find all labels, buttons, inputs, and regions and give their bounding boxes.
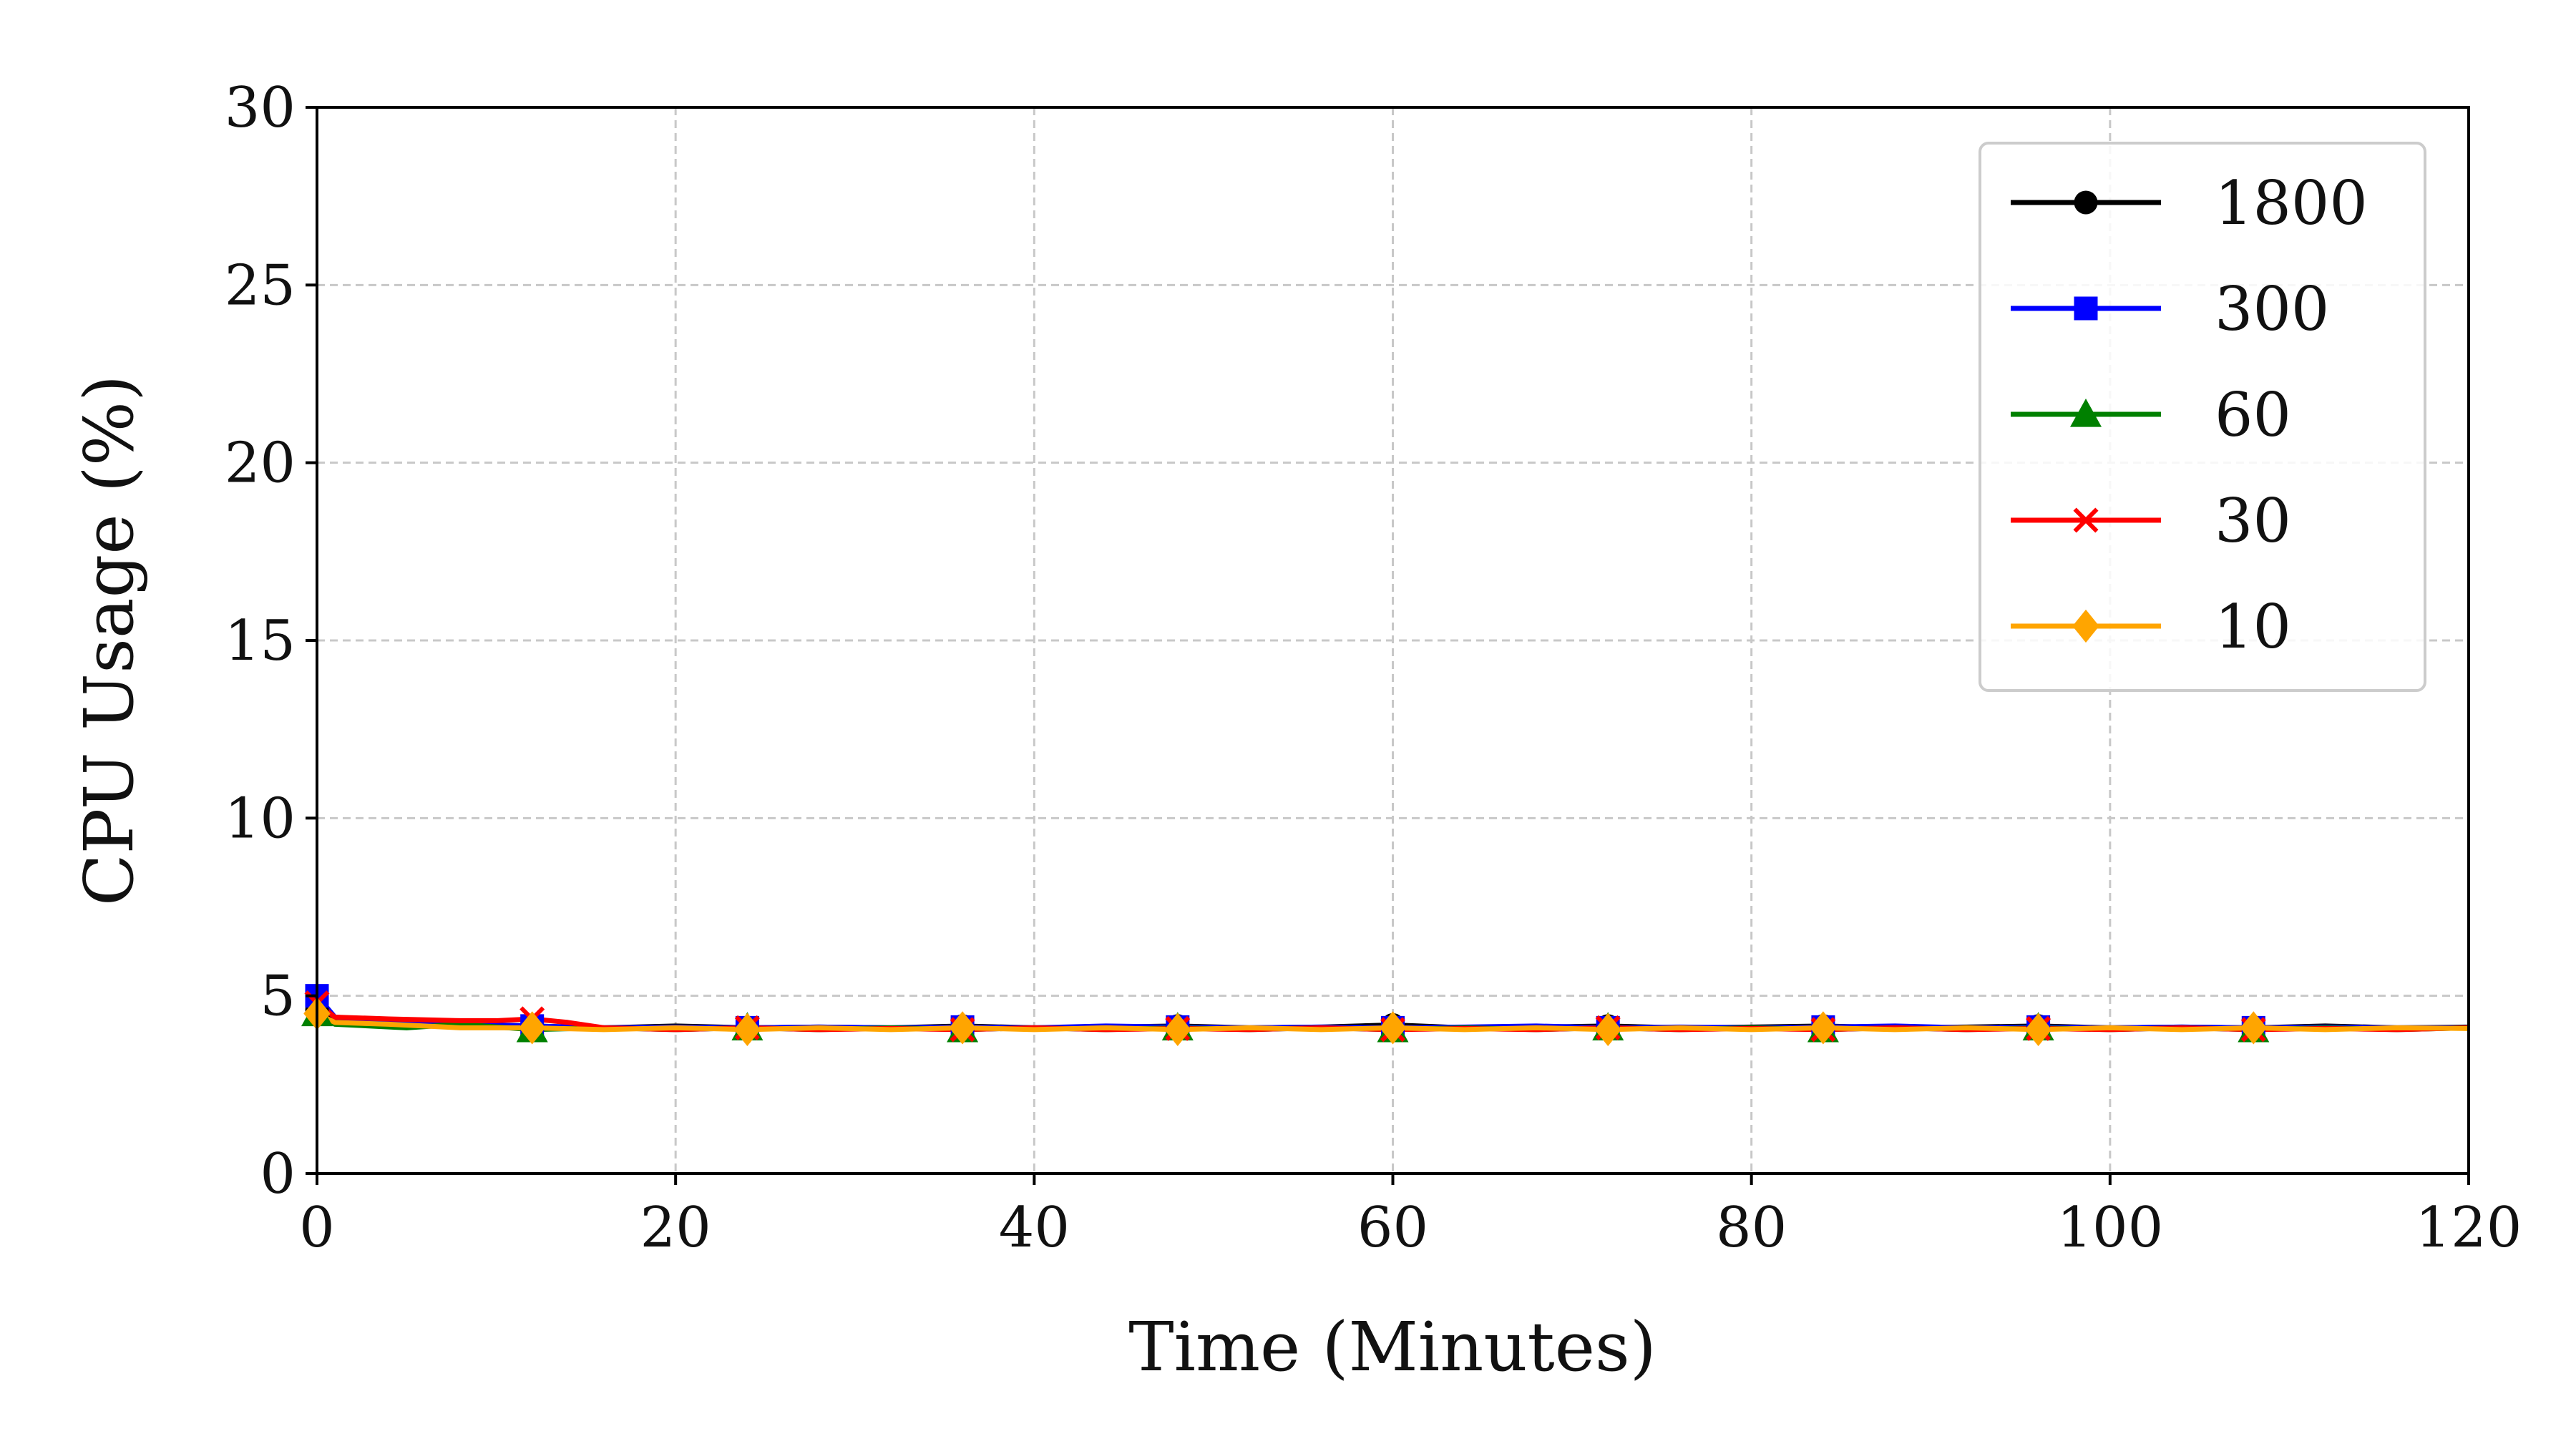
series-marker-10 (1594, 1013, 1621, 1046)
x-tick-label: 120 (2416, 1196, 2522, 1260)
y-tick-label: 30 (225, 76, 296, 140)
legend: 1800 300 60 30 10 (1979, 142, 2426, 692)
series-marker-10 (1379, 1011, 1407, 1045)
legend-marker-300 (2074, 296, 2098, 321)
x-tick-label: 40 (999, 1196, 1070, 1260)
series-marker-10 (1164, 1013, 1191, 1046)
series-marker-10 (733, 1013, 761, 1046)
x-axis-title: Time (Minutes) (1128, 1308, 1657, 1387)
y-tick-label: 25 (225, 253, 296, 318)
legend-box (1979, 142, 2426, 692)
series-marker-10 (2024, 1013, 2052, 1046)
y-axis-title: CPU Usage (%) (70, 375, 149, 906)
series-marker-10 (1810, 1011, 1837, 1045)
legend-marker-10 (2072, 609, 2099, 643)
legend-label-300: 300 (2215, 274, 2329, 344)
y-tick-label: 20 (225, 431, 296, 496)
y-tick-label: 0 (260, 1142, 296, 1206)
y-tick-label: 15 (225, 609, 296, 673)
legend-label-10: 10 (2215, 592, 2291, 662)
x-tick-label: 0 (299, 1196, 335, 1260)
series-lines (315, 994, 2469, 1033)
x-tick-label: 80 (1716, 1196, 1787, 1260)
legend-marker-30 (2073, 507, 2099, 533)
axis-ticks: 0 20 40 60 80 100 120 0 5 10 15 20 25 30 (225, 76, 2522, 1260)
legend-marker-60 (2070, 399, 2102, 427)
x-tick-label: 20 (640, 1196, 711, 1260)
series-marker-10 (519, 1011, 546, 1045)
series-markers (301, 984, 2270, 1046)
legend-label-1800: 1800 (2215, 168, 2368, 238)
series-marker-10 (2240, 1011, 2267, 1045)
series-marker-10 (949, 1011, 976, 1045)
legend-label-60: 60 (2215, 380, 2291, 450)
y-tick-label: 5 (260, 965, 296, 1029)
series-line-10 (316, 1011, 2469, 1033)
x-tick-label: 60 (1357, 1196, 1428, 1260)
y-tick-label: 10 (225, 786, 296, 851)
legend-marker-1800 (2074, 190, 2098, 215)
x-tick-label: 100 (2057, 1196, 2163, 1260)
legend-label-30: 30 (2215, 486, 2291, 556)
